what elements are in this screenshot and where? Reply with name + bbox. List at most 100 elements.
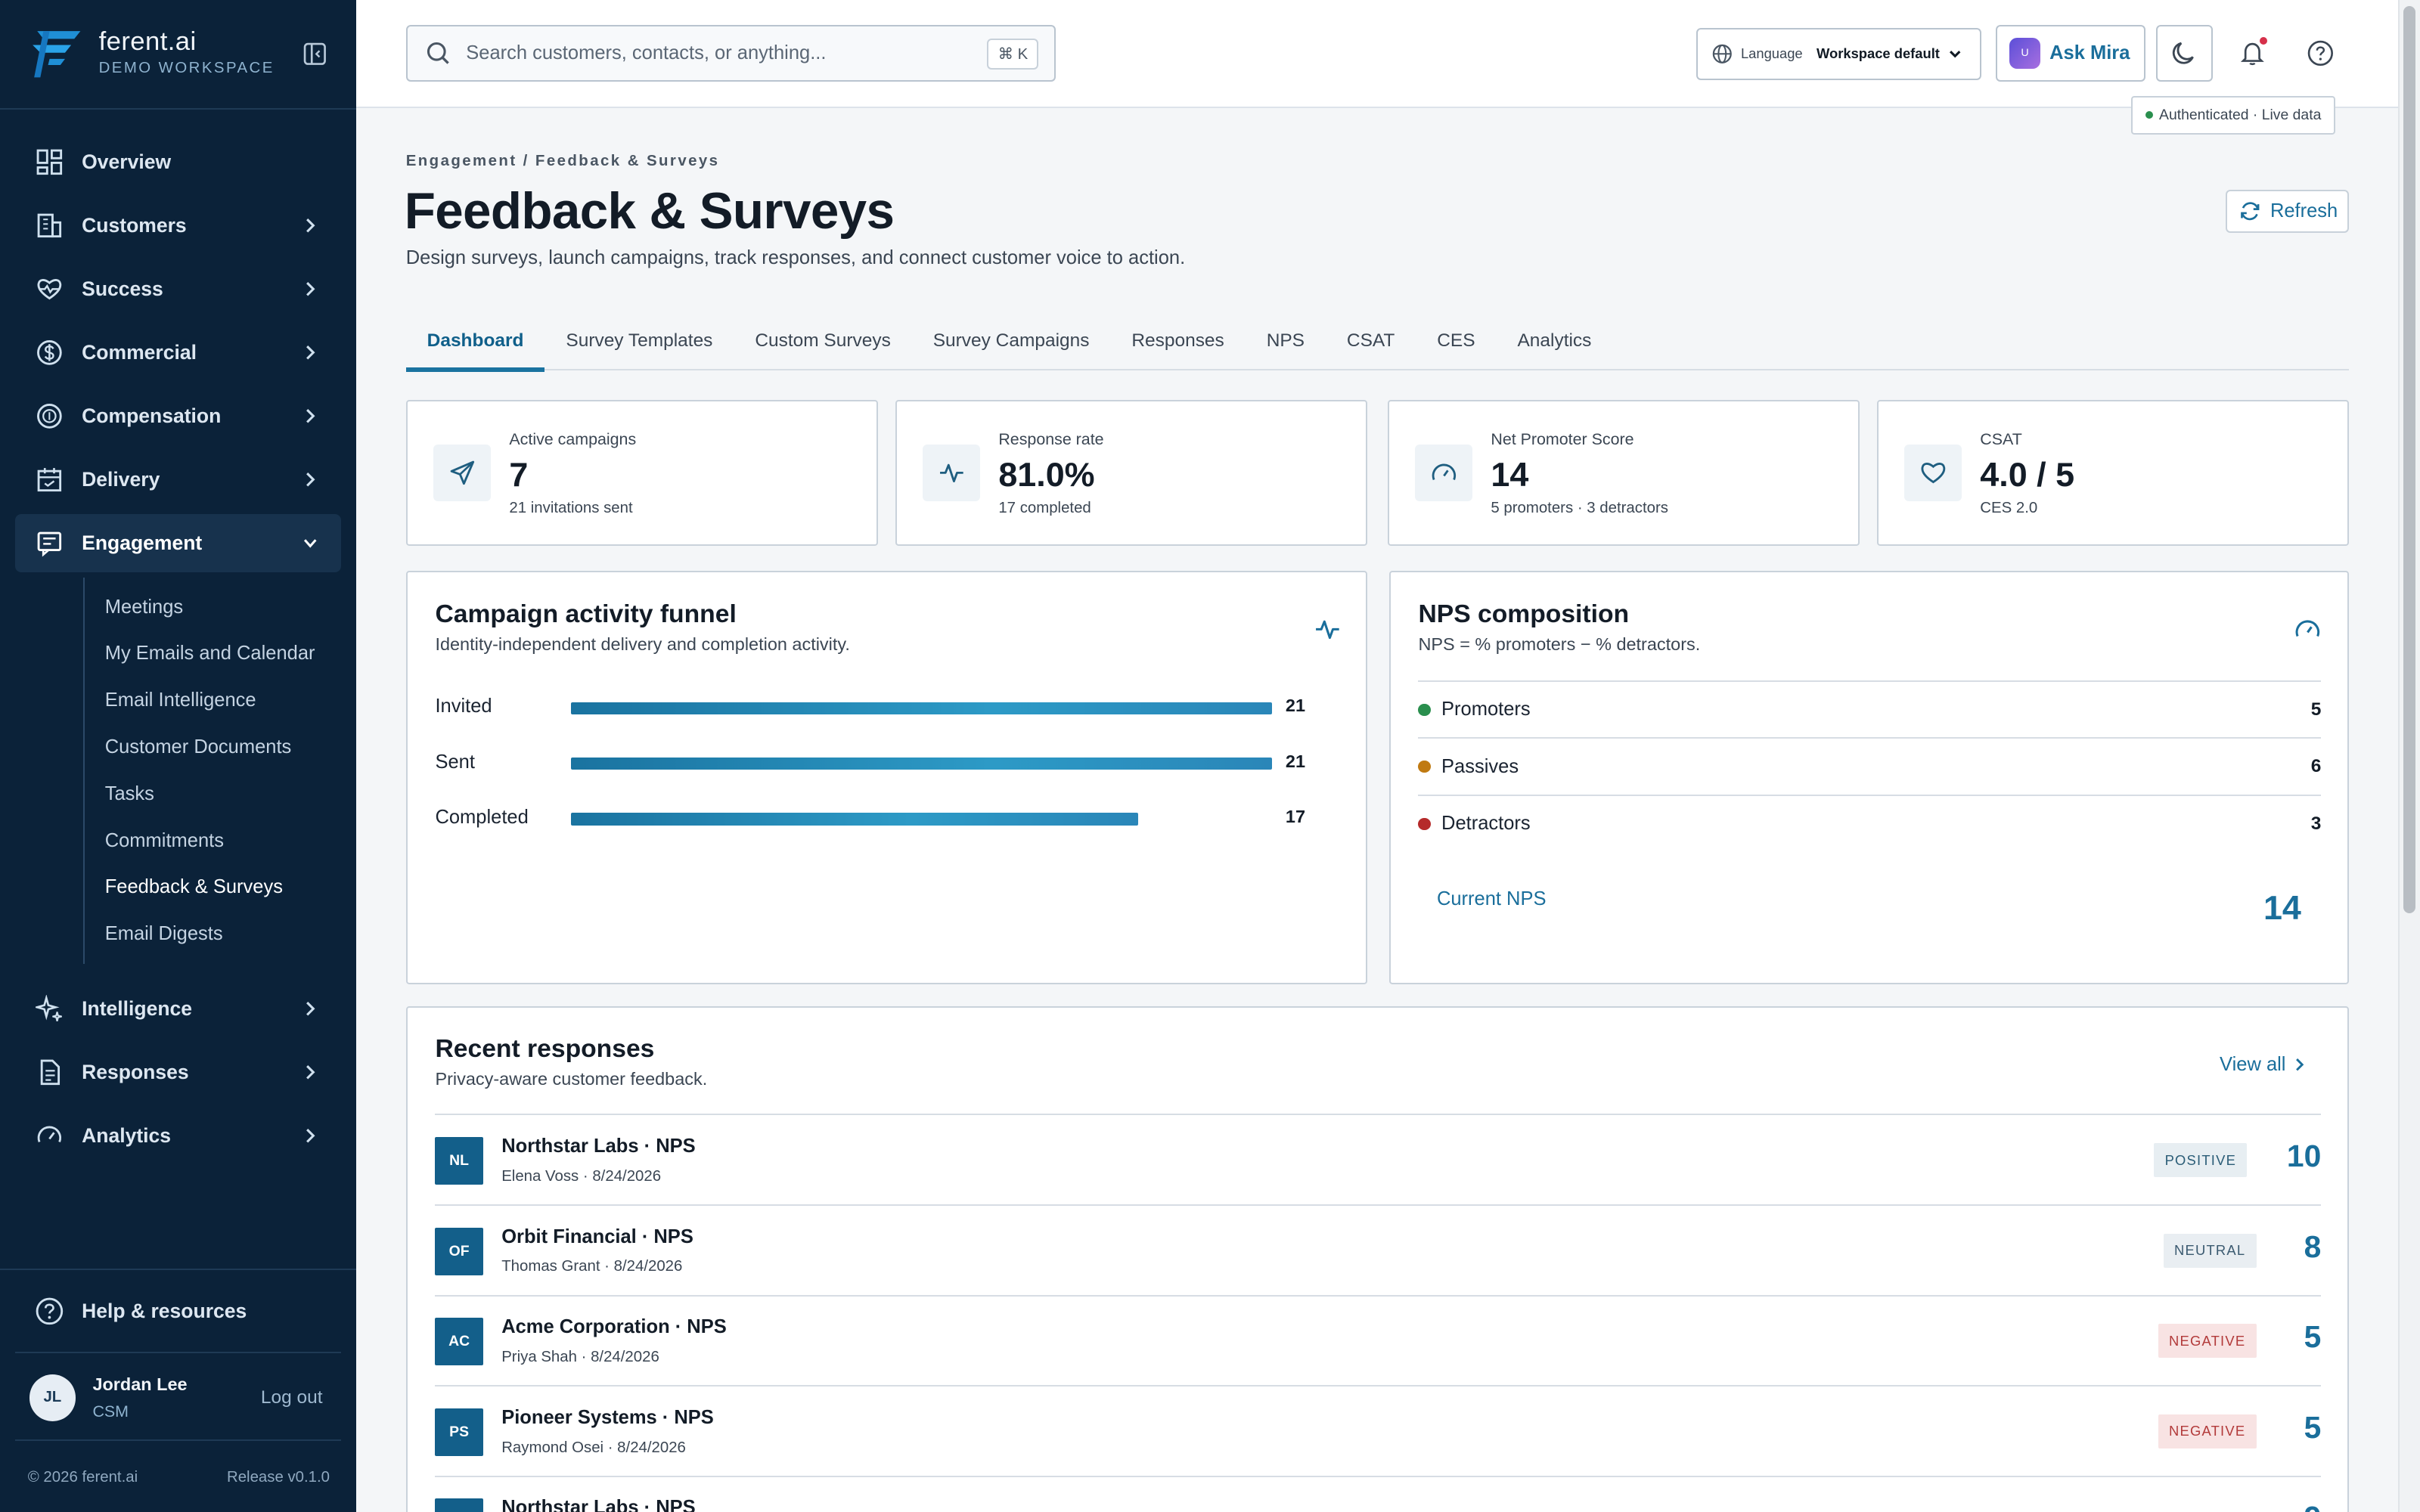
sidebar-item-label: Engagement bbox=[82, 531, 203, 555]
funnel-row-invited: Invited 21 bbox=[435, 692, 1330, 723]
subnav-item-email-digests[interactable]: Email Digests bbox=[104, 923, 223, 945]
table-row[interactable]: OF Orbit Financial · NPS Thomas Grant · … bbox=[435, 1204, 2322, 1295]
tab-ces[interactable]: CES bbox=[1437, 330, 1475, 351]
page-title: Feedback & Surveys bbox=[404, 182, 895, 240]
subnav-item-customer-documents[interactable]: Customer Documents bbox=[104, 736, 292, 758]
language-value: Workspace default bbox=[1817, 45, 1940, 62]
response-title[interactable]: Northstar Labs · NPS bbox=[501, 1497, 696, 1512]
panel-title: NPS composition bbox=[1418, 600, 1630, 628]
tab-survey-campaigns[interactable]: Survey Campaigns bbox=[932, 330, 1090, 351]
sidebar: ferent.ai DEMO WORKSPACE Overview Custom… bbox=[0, 0, 357, 1512]
ask-mira-button[interactable]: U Ask Mira bbox=[1995, 24, 2145, 82]
view-all-link[interactable]: View all bbox=[2220, 1054, 2307, 1076]
refresh-icon bbox=[2241, 202, 2260, 221]
table-row[interactable]: PS Pioneer Systems · NPS Raymond Osei · … bbox=[435, 1385, 2322, 1476]
sidebar-item-delivery[interactable]: Delivery bbox=[15, 451, 341, 510]
sidebar-item-analytics[interactable]: Analytics bbox=[15, 1106, 341, 1165]
gauge-icon bbox=[34, 1120, 65, 1151]
help-resources-label: Help & resources bbox=[82, 1300, 247, 1323]
tab-analytics[interactable]: Analytics bbox=[1517, 330, 1592, 351]
sidebar-item-label: Compensation bbox=[82, 404, 222, 428]
response-title[interactable]: Orbit Financial · NPS bbox=[501, 1225, 693, 1247]
funnel-value: 21 bbox=[1285, 751, 1306, 771]
workspace-label: DEMO WORKSPACE bbox=[98, 60, 275, 77]
mira-badge-icon: U bbox=[2009, 37, 2040, 69]
table-row[interactable]: NL Northstar Labs · NPS Elena Voss · 8/2… bbox=[435, 1114, 2322, 1204]
chevron-right-icon bbox=[306, 472, 315, 487]
response-title[interactable]: Pioneer Systems · NPS bbox=[501, 1406, 714, 1428]
status-dot bbox=[1418, 817, 1431, 830]
sidebar-item-label: Success bbox=[82, 277, 163, 300]
subnav-item-emails-calendar[interactable]: My Emails and Calendar bbox=[104, 643, 315, 665]
tab-survey-templates[interactable]: Survey Templates bbox=[566, 330, 713, 351]
theme-toggle-button[interactable] bbox=[2155, 24, 2214, 82]
nps-composition-panel: NPS composition NPS = % promoters − % de… bbox=[1388, 571, 2350, 985]
avatar: PS bbox=[435, 1408, 483, 1456]
tab-responses[interactable]: Responses bbox=[1131, 330, 1224, 351]
panel-subtitle: NPS = % promoters − % detractors. bbox=[1418, 634, 1701, 654]
language-select[interactable]: Language Workspace default bbox=[1696, 27, 1982, 81]
kpi-subtext: CES 2.0 bbox=[1980, 500, 2038, 517]
tab-bar: Dashboard Survey Templates Custom Survey… bbox=[405, 311, 2350, 372]
help-button[interactable] bbox=[2292, 25, 2350, 82]
tab-dashboard[interactable]: Dashboard bbox=[405, 311, 545, 372]
tab-nps[interactable]: NPS bbox=[1266, 330, 1305, 351]
sidebar-item-engagement[interactable]: Engagement bbox=[15, 513, 341, 573]
sidebar-item-label: Delivery bbox=[82, 468, 160, 491]
nps-label: Passives bbox=[1441, 755, 1519, 777]
current-nps-value: 14 bbox=[2263, 888, 2301, 928]
search-icon bbox=[427, 42, 449, 64]
scrollbar-thumb[interactable] bbox=[2403, 6, 2415, 914]
funnel-row-completed: Completed 17 bbox=[435, 804, 1330, 835]
subnav-item-meetings[interactable]: Meetings bbox=[104, 596, 184, 618]
collapse-sidebar-icon[interactable] bbox=[302, 42, 327, 67]
sentiment-badge: POSITIVE bbox=[2154, 1143, 2248, 1178]
funnel-bar bbox=[571, 813, 1139, 826]
sidebar-item-intelligence[interactable]: Intelligence bbox=[15, 979, 341, 1038]
current-nps-label: Current NPS bbox=[1436, 888, 1547, 910]
notifications-button[interactable] bbox=[2224, 25, 2282, 82]
funnel-bar bbox=[571, 757, 1272, 770]
help-resources-link[interactable]: Help & resources bbox=[34, 1296, 247, 1327]
sidebar-item-customers[interactable]: Customers bbox=[15, 197, 341, 256]
search-input[interactable] bbox=[466, 42, 960, 64]
topbar: ⌘ K Language Workspace default U Ask Mir… bbox=[356, 0, 2399, 108]
subnav-item-tasks[interactable]: Tasks bbox=[104, 782, 154, 804]
activity-icon bbox=[1315, 620, 1339, 640]
subnav-item-feedback-surveys[interactable]: Feedback & Surveys bbox=[104, 876, 283, 898]
brand[interactable]: ferent.ai DEMO WORKSPACE bbox=[28, 25, 275, 80]
kpi-value: 14 bbox=[1491, 454, 1529, 494]
tab-custom-surveys[interactable]: Custom Surveys bbox=[755, 330, 891, 351]
table-row[interactable]: AC Acme Corporation · NPS Priya Shah · 8… bbox=[435, 1294, 2322, 1386]
search-box[interactable]: ⌘ K bbox=[405, 24, 1056, 82]
avatar[interactable]: JL bbox=[29, 1374, 76, 1421]
response-title[interactable]: Acme Corporation · NPS bbox=[501, 1316, 727, 1338]
chevron-right-icon bbox=[2295, 1058, 2304, 1071]
chevron-right-icon bbox=[306, 409, 315, 423]
logout-button[interactable]: Log out bbox=[260, 1387, 323, 1408]
nps-count: 3 bbox=[2310, 813, 2322, 834]
chevron-right-icon bbox=[306, 345, 315, 360]
kpi-card-response-rate: Response rate 81.0% 17 completed bbox=[895, 399, 1368, 547]
search-shortcut: ⌘ K bbox=[987, 38, 1039, 70]
send-icon bbox=[433, 444, 491, 502]
funnel-bar bbox=[571, 702, 1272, 714]
response-title[interactable]: Northstar Labs · NPS bbox=[501, 1135, 696, 1157]
sidebar-item-responses[interactable]: Responses bbox=[15, 1043, 341, 1101]
brand-name: ferent.ai bbox=[98, 27, 197, 57]
sidebar-item-label: Analytics bbox=[82, 1123, 172, 1147]
sidebar-item-overview[interactable]: Overview bbox=[15, 133, 341, 192]
sidebar-item-compensation[interactable]: Compensation bbox=[15, 387, 341, 446]
refresh-button[interactable]: Refresh bbox=[2225, 190, 2350, 234]
subnav-item-email-intelligence[interactable]: Email Intelligence bbox=[104, 689, 256, 711]
engagement-subnav: Meetings My Emails and Calendar Email In… bbox=[83, 577, 341, 964]
sidebar-item-success[interactable]: Success bbox=[15, 260, 341, 319]
subnav-item-commitments[interactable]: Commitments bbox=[104, 829, 224, 851]
tab-csat[interactable]: CSAT bbox=[1346, 330, 1395, 351]
kpi-value: 81.0% bbox=[998, 454, 1095, 494]
panel-subtitle: Privacy-aware customer feedback. bbox=[435, 1069, 708, 1089]
table-row[interactable]: NL Northstar Labs · NPS 9 bbox=[435, 1475, 2322, 1512]
sidebar-item-commercial[interactable]: Commercial bbox=[15, 324, 341, 383]
funnel-label: Invited bbox=[435, 696, 492, 717]
chevron-down-icon bbox=[1950, 51, 1961, 58]
